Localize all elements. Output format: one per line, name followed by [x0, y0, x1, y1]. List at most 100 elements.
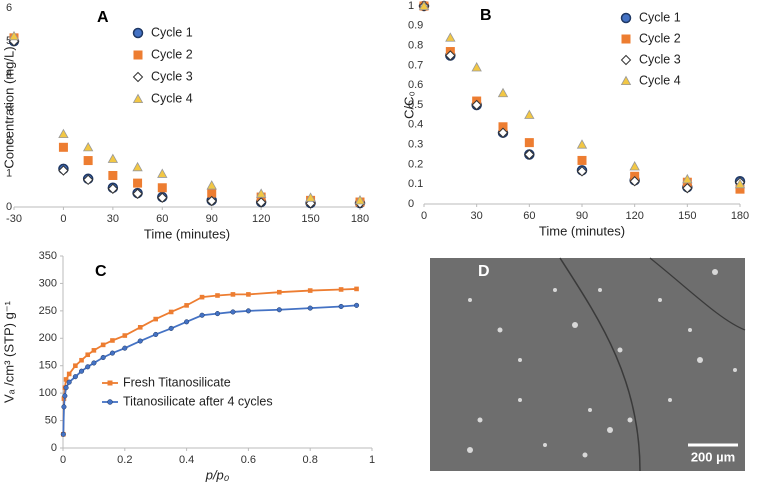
data-point — [153, 316, 158, 322]
data-point — [100, 342, 106, 348]
y-tick-label: 6 — [6, 2, 12, 14]
x-tick-label: 30 — [107, 213, 119, 225]
data-point — [207, 188, 217, 198]
x-axis-label: Time (minutes) — [144, 226, 230, 241]
data-point — [307, 288, 313, 293]
data-point — [338, 303, 344, 310]
data-point — [735, 184, 745, 194]
legend-marker — [133, 50, 143, 60]
data-point — [276, 307, 282, 313]
y-tick-label: 0 — [6, 201, 12, 213]
data-point — [58, 165, 69, 176]
legend-marker — [132, 93, 144, 103]
data-point — [122, 333, 128, 338]
data-point — [107, 153, 119, 163]
data-point — [682, 182, 693, 194]
y-tick-label: 250 — [39, 305, 57, 317]
data-point — [153, 331, 159, 337]
x-tick-label: 180 — [351, 213, 369, 225]
x-axis-label: p/p₀ — [205, 467, 230, 482]
sem-background — [430, 258, 745, 471]
data-point — [215, 293, 220, 298]
data-point — [629, 161, 640, 171]
data-point — [497, 87, 509, 98]
data-point — [305, 192, 316, 202]
panel-title: A — [97, 9, 109, 26]
legend-marker — [621, 34, 631, 44]
data-point — [137, 325, 143, 330]
data-point — [445, 50, 456, 61]
y-tick-label: 0.1 — [408, 178, 423, 190]
x-axis-label: Time (minutes) — [539, 223, 625, 238]
data-point — [471, 62, 482, 72]
data-point — [199, 294, 205, 300]
y-tick-label: 300 — [39, 277, 57, 289]
x-tick-label: 60 — [156, 213, 168, 225]
y-axis-label: Concentration (mg/L) — [1, 46, 16, 168]
panel-title: C — [95, 263, 107, 280]
y-tick-label: 1 — [6, 168, 12, 180]
data-point — [82, 141, 94, 152]
y-axis-label: Vₐ /cm³ (STP) g⁻¹ — [1, 300, 16, 403]
data-point — [230, 309, 236, 315]
data-point — [307, 305, 313, 311]
data-point — [498, 122, 508, 132]
y-tick-label: 4 — [6, 68, 12, 80]
x-tick-label: 150 — [301, 213, 319, 225]
data-point — [157, 168, 168, 178]
data-point — [206, 195, 217, 207]
data-point — [576, 166, 588, 177]
legend-label: Cycle 3 — [151, 69, 193, 83]
x-tick-label: 120 — [252, 213, 270, 225]
legend-label: Cycle 1 — [639, 10, 681, 24]
legend-marker — [132, 27, 144, 39]
legend-label: Cycle 2 — [639, 31, 681, 45]
panel-label: D — [478, 263, 490, 280]
legend-label: Fresh Titanosilicate — [123, 375, 231, 389]
particles — [467, 269, 737, 458]
data-point — [66, 379, 72, 385]
data-point — [338, 287, 344, 292]
y-tick-label: 1 — [408, 0, 414, 12]
y-tick-label: 350 — [39, 250, 57, 262]
x-tick-label: 0 — [60, 454, 66, 466]
data-point — [471, 99, 482, 111]
data-point — [629, 176, 640, 187]
x-tick-label: 150 — [678, 210, 696, 222]
data-point — [132, 161, 143, 172]
series-line — [62, 288, 357, 435]
y-tick-label: 0 — [408, 198, 414, 210]
data-point — [62, 393, 68, 399]
data-point — [63, 377, 69, 382]
y-tick-label: 200 — [39, 332, 57, 344]
x-tick-label: 120 — [625, 210, 643, 222]
data-point — [354, 286, 359, 292]
sem-image: D 200 µm — [430, 257, 746, 472]
data-point — [524, 138, 534, 148]
y-tick-label: 50 — [45, 414, 57, 426]
data-point — [91, 348, 97, 353]
crack — [649, 257, 746, 331]
data-point — [78, 368, 85, 374]
y-tick-label: 0.6 — [408, 79, 423, 91]
crack — [559, 257, 641, 472]
data-point — [91, 360, 97, 366]
legend-label: Cycle 2 — [151, 47, 193, 61]
data-point — [277, 289, 282, 295]
x-tick-label: 90 — [206, 213, 218, 225]
y-tick-label: 0.3 — [408, 139, 423, 151]
x-tick-label: 0 — [421, 210, 427, 222]
data-point — [682, 173, 693, 184]
y-tick-label: 0.5 — [408, 99, 423, 111]
data-point — [214, 311, 221, 317]
legend-marker — [620, 54, 632, 66]
legend-marker — [107, 399, 113, 405]
data-point — [61, 404, 67, 410]
y-tick-label: 0.8 — [408, 40, 423, 52]
scale-bar-label: 200 µm — [691, 449, 735, 464]
y-tick-label: 0.4 — [408, 119, 423, 131]
y-tick-label: 2 — [6, 135, 12, 147]
y-tick-label: 150 — [39, 360, 57, 372]
data-point — [85, 352, 91, 358]
